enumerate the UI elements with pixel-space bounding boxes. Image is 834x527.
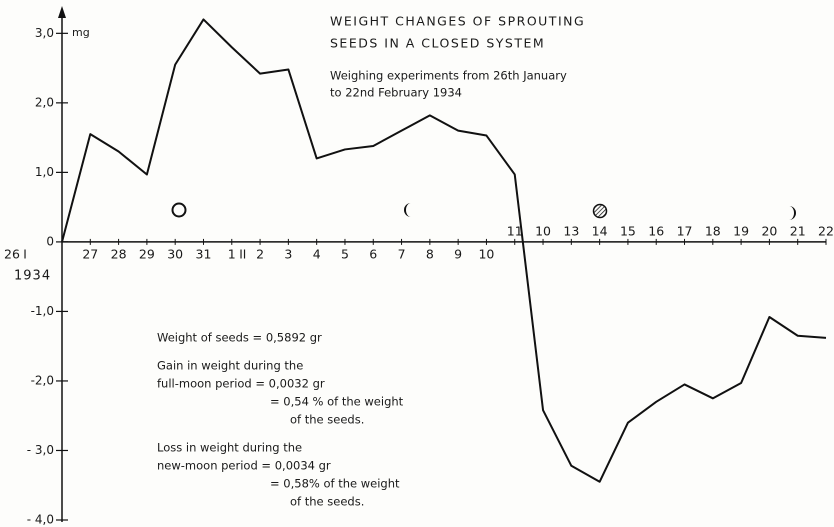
x-tick-label: 9 [454,246,462,261]
y-tick-label: -1,0 [31,304,54,318]
x-tick-label: 14 [592,223,608,238]
axis-arrow [58,6,66,18]
x-tick-label: 17 [677,223,693,238]
x-tick-label: 3 [284,246,292,261]
chart-title: WEIGHT CHANGES OF SPROUTING [330,14,585,29]
annotation: new-moon period = 0,0034 gr [157,459,331,473]
y-tick-label: - 3,0 [27,443,54,457]
x-tick-label: 28 [111,246,127,261]
x-tick-label: 20 [761,223,777,238]
y-tick-label: 0 [46,234,54,248]
subtitle: to 22nd February 1934 [330,86,462,100]
annotation: of the seeds. [290,495,364,509]
x-tick-label: 2 [256,246,264,261]
annotation: Loss in weight during the [157,441,302,455]
x-tick-label: 5 [341,246,349,261]
month-label: II [239,247,246,261]
x-tick-label: 27 [82,246,98,261]
new-moon-icon [592,203,608,219]
data-line [61,18,827,483]
annotation: full-moon period = 0,0032 gr [157,377,325,391]
crescent-icon [404,203,411,217]
x-tick-label: 11 [507,223,523,238]
x-tick-label: 10 [535,223,551,238]
x-tick-label: 4 [313,246,321,261]
y-tick-label: 2,0 [35,95,54,109]
annotation: of the seeds. [290,413,364,427]
x-tick-label: 19 [733,223,749,238]
x-tick-label: 10 [478,246,494,261]
chart-title: SEEDS IN A CLOSED SYSTEM [330,36,545,51]
annotation: Weight of seeds = 0,5892 gr [157,331,322,345]
x-tick-label: 1 [228,246,236,261]
year-label: 1934 [14,269,51,284]
x-tick-label: 15 [620,223,636,238]
annotation: = 0,54 % of the weight [270,395,404,409]
crescent-icon [789,206,796,220]
x-tick-label: 16 [648,223,664,238]
x-tick-label: 6 [369,246,377,261]
y-tick-label: -2,0 [31,373,54,387]
x-tick-label: 18 [705,223,721,238]
y-tick-label: 1,0 [35,165,54,179]
y-tick-label: - 4,0 [27,513,54,527]
subtitle: Weighing experiments from 26th January [330,69,567,83]
x-tick-label: 26 [4,246,20,261]
x-tick-label: 22 [818,223,834,238]
annotation: = 0,58% of the weight [270,477,400,491]
x-tick-label: 8 [426,246,434,261]
x-tick-label: 13 [563,223,579,238]
x-tick-label: 30 [167,246,183,261]
y-unit: mg [72,26,90,39]
x-tick-label: 29 [139,246,155,261]
x-tick-label: 21 [790,223,806,238]
annotation: Gain in weight during the [157,359,303,373]
month-label: I [23,247,27,261]
y-tick-label: 3,0 [35,26,54,40]
full-moon-icon [171,202,187,218]
x-tick-label: 31 [196,246,212,261]
x-tick-label: 7 [398,246,406,261]
